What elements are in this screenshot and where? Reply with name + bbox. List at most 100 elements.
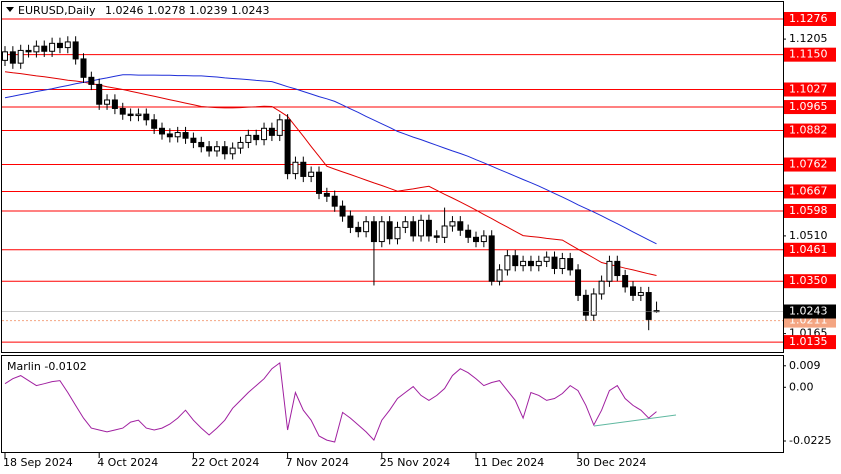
x-tick-label: 22 Oct 2024 — [191, 456, 259, 469]
candle-body — [300, 161, 307, 177]
candle-body — [80, 58, 87, 78]
candle-body — [590, 293, 597, 316]
candle-body — [9, 51, 16, 64]
high-value: 1.0278 — [147, 4, 186, 17]
candle-body — [637, 292, 644, 296]
candle-body — [33, 45, 40, 53]
x-tick-label: 11 Dec 2024 — [474, 456, 544, 469]
candle-body — [535, 260, 542, 267]
candle-body — [213, 146, 220, 152]
candle-body — [567, 258, 574, 271]
candle-body — [25, 49, 32, 53]
last-price-label: 1.0243 — [789, 305, 828, 318]
candle-body — [465, 229, 472, 238]
candle-body — [284, 119, 291, 175]
y-tick-label: 0.009 — [789, 359, 821, 372]
candle-body — [221, 146, 228, 155]
level-label-box — [784, 123, 836, 138]
candle-body — [457, 221, 464, 231]
candle-body — [606, 260, 613, 282]
x-tick-label: 30 Dec 2024 — [576, 456, 646, 469]
candle-body — [512, 255, 519, 267]
level-label-box — [784, 335, 836, 350]
candle-body — [496, 269, 503, 282]
level-label: 1.1027 — [789, 83, 828, 96]
candle-body — [614, 260, 621, 277]
candle-body — [166, 133, 173, 138]
candle-body — [198, 141, 205, 148]
candle-body — [418, 219, 425, 237]
candle-body — [645, 292, 652, 320]
y-tick-label: -0.0225 — [789, 434, 831, 447]
candle-body — [2, 51, 8, 61]
indicator-panel: 0.009 0.00 -0.0225 — [4, 359, 831, 447]
candle-body — [151, 119, 158, 129]
candle-body — [56, 42, 63, 49]
candle-body — [49, 42, 56, 52]
candle-body — [104, 99, 111, 105]
candle-body — [394, 226, 401, 240]
level-label: 1.0667 — [789, 184, 828, 197]
candle-body — [331, 195, 338, 207]
candle-body — [72, 41, 79, 60]
candle-body — [41, 45, 48, 52]
candle-body — [292, 161, 299, 175]
y-tick-label: 1.1205 — [789, 32, 828, 45]
candle-body — [449, 221, 456, 227]
price-panel: 1.12051.05101.01651.12761.11501.10271.09… — [2, 11, 836, 469]
candle-body — [253, 134, 260, 141]
candle-body — [245, 134, 252, 143]
candle-body — [237, 141, 244, 149]
candle-body — [433, 235, 440, 238]
candle-body — [347, 215, 354, 228]
moving-average-line — [4, 71, 657, 276]
candle-body — [378, 221, 385, 243]
level-label: 1.0135 — [789, 335, 828, 348]
candle-body — [582, 294, 589, 316]
level-label-box — [784, 242, 836, 257]
x-tick-label: 18 Sep 2024 — [3, 456, 73, 469]
candle-body — [64, 41, 71, 49]
level-label-box — [784, 274, 836, 289]
candle-body — [96, 83, 103, 105]
indicator-line — [4, 361, 657, 443]
indicator-title: Marlin -0.0102 — [7, 360, 87, 373]
candle-body — [363, 221, 370, 233]
level-label: 1.0350 — [789, 274, 828, 287]
level-label: 1.0598 — [789, 204, 828, 217]
x-tick-label: 7 Nov 2024 — [286, 456, 349, 469]
main-panel-frame — [1, 1, 784, 353]
candle-body — [425, 219, 432, 237]
candle-body — [598, 280, 605, 295]
candle-body — [316, 171, 322, 194]
candle-body — [473, 236, 479, 243]
y-tick-label: 1.0510 — [789, 229, 828, 242]
close-value: 1.0243 — [231, 4, 270, 17]
x-tick-label: 25 Nov 2024 — [380, 456, 450, 469]
level-label: 1.1276 — [789, 12, 828, 25]
low-value: 1.0239 — [189, 4, 228, 17]
indicator-panel-frame — [1, 355, 784, 453]
level-label: 1.1150 — [789, 48, 828, 61]
candle-body — [159, 127, 165, 135]
last-price-box — [784, 304, 836, 319]
candle-body — [622, 275, 629, 288]
candle-body — [190, 137, 197, 143]
candle-body — [339, 205, 346, 217]
candle-body — [323, 192, 330, 197]
indicator-value: -0.0102 — [44, 360, 86, 373]
candle-body — [559, 258, 566, 269]
divergence-line — [593, 414, 677, 427]
candle-body — [520, 260, 527, 267]
candle-body — [441, 225, 448, 238]
header: EURUSD,Daily 1.0246 1.0278 1.0239 1.0243 — [18, 4, 269, 17]
candle-body — [268, 127, 275, 136]
level-label: 1.0965 — [789, 100, 828, 113]
y-tick-label: 0.00 — [789, 380, 814, 393]
indicator-name: Marlin — [7, 360, 41, 373]
candle-body — [119, 107, 126, 115]
level-label-box — [784, 203, 836, 218]
candle-body — [527, 260, 534, 267]
candle-body — [182, 132, 189, 139]
